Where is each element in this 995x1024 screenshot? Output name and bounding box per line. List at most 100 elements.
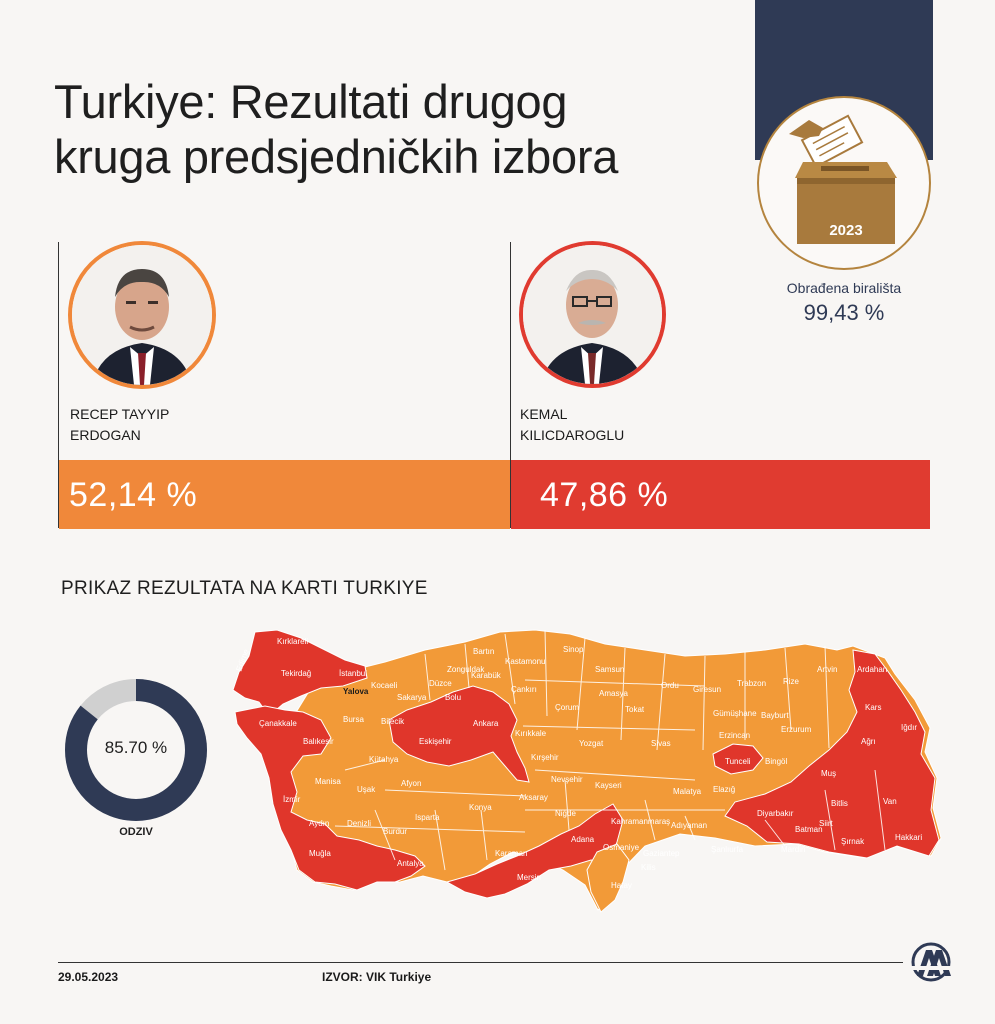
province-label: Muş	[821, 769, 836, 778]
province-label: Ardahan	[857, 665, 887, 674]
divider-line-left	[58, 242, 59, 528]
province-label: Mardin	[781, 845, 805, 854]
province-borders	[334, 629, 886, 871]
stations-label: Obrađena birališta	[786, 280, 902, 296]
province-label: Mersin	[517, 873, 541, 882]
result-value-erdogan: 52,14 %	[69, 476, 198, 514]
province-label: Kırşehir	[531, 753, 559, 762]
map-region-thrace	[232, 629, 368, 717]
province-label: Adana	[571, 835, 595, 844]
province-label: Nevşehir	[551, 775, 583, 784]
map-region-east	[724, 649, 940, 859]
province-label: Kilis	[641, 863, 656, 872]
turnout-value: 85.70 %	[104, 738, 168, 757]
province-label: Antalya	[397, 859, 424, 868]
province-label: Bingöl	[765, 757, 787, 766]
map-heading: PRIKAZ REZULTATA NA KARTI TURKIYE	[61, 578, 428, 599]
province-label: Kırklareli	[277, 637, 308, 646]
ballot-box-icon	[789, 114, 897, 244]
province-label: Kahramanmaraş	[611, 817, 670, 826]
person-icon	[523, 245, 662, 384]
province-label: Kütahya	[369, 755, 399, 764]
province-label: Karaman	[495, 849, 527, 858]
result-bar-erdogan: 52,14 %	[59, 460, 510, 529]
province-label: Tekirdağ	[281, 669, 311, 678]
province-label: Malatya	[673, 787, 702, 796]
province-label: Hakkari	[895, 833, 922, 842]
province-label: Kayseri	[595, 781, 622, 790]
donut-fill	[65, 679, 207, 821]
portrait-erdogan	[68, 241, 216, 389]
turnout-donut	[65, 679, 207, 821]
map-region-tunceli	[712, 743, 764, 775]
province-label: Balıkesir	[303, 737, 334, 746]
province-label: Ağrı	[861, 737, 876, 746]
aa-logo-icon	[910, 942, 952, 982]
province-label: Ordu	[661, 681, 679, 690]
title-line-2: kruga predsjedničkih izbora	[54, 130, 619, 183]
province-label: Düzce	[429, 679, 452, 688]
portrait-kilicdaroglu	[519, 241, 666, 388]
result-value-kilicdaroglu: 47,86 %	[540, 476, 669, 514]
province-label: Zonguldak	[447, 665, 485, 674]
province-label: Bayburt	[761, 711, 789, 720]
province-label: Afyon	[401, 779, 421, 788]
province-label: Aydın	[309, 819, 329, 828]
province-label: Gaziantep	[643, 849, 680, 858]
map-region-west-coast	[234, 705, 426, 891]
stations-value: 99,43 %	[803, 300, 885, 325]
province-label: Sinop	[563, 645, 584, 654]
province-label: Samsun	[595, 665, 624, 674]
turnout-label: ODZIV	[119, 826, 153, 838]
ballot-year: 2023	[829, 222, 863, 239]
province-label: Yozgat	[579, 739, 604, 748]
province-label: Şırnak	[841, 837, 865, 846]
candidate-last-name: KILICDAROGLU	[520, 427, 625, 443]
province-label: Gümüşhane	[713, 709, 757, 718]
footer-divider	[58, 962, 903, 963]
province-label: Bilecik	[381, 717, 405, 726]
province-label: İstanbul	[339, 669, 367, 678]
province-label: Konya	[469, 803, 492, 812]
province-label: Kars	[865, 703, 881, 712]
province-label: Bartın	[473, 647, 494, 656]
province-label: Niğde	[555, 809, 576, 818]
province-label: Giresun	[693, 685, 721, 694]
province-label: Amasya	[599, 689, 628, 698]
province-label: Tunceli	[725, 757, 751, 766]
candidate-name-erdogan: RECEP TAYYIP ERDOGAN	[70, 404, 169, 446]
province-label: Adıyaman	[671, 821, 707, 830]
province-label: Sakarya	[397, 693, 427, 702]
province-label: Muğla	[309, 849, 331, 858]
province-label: Rize	[783, 677, 800, 686]
province-label: Erzincan	[719, 731, 750, 740]
candidate-last-name: ERDOGAN	[70, 427, 141, 443]
province-label: Uşak	[357, 785, 376, 794]
province-label: Şanlıurfa	[711, 845, 744, 854]
province-label: Kastamonu	[505, 657, 545, 666]
title-line-1: Turkiye: Rezultati drugog	[54, 75, 568, 128]
result-bar-kilicdaroglu: 47,86 %	[511, 460, 930, 529]
province-label: Manisa	[315, 777, 341, 786]
province-label: Denizli	[347, 819, 371, 828]
province-label: Bursa	[343, 715, 364, 724]
footer-date: 29.05.2023	[58, 970, 119, 984]
map-region-south-coast	[445, 803, 624, 899]
province-label: Bitlis	[831, 799, 848, 808]
candidate-first-name: RECEP TAYYIP	[70, 406, 170, 422]
footer-source: IZVOR: VIK Turkiye	[322, 970, 432, 984]
person-icon	[72, 245, 212, 385]
province-label: Kocaeli	[371, 681, 397, 690]
ballot-badge: 2023	[757, 96, 931, 270]
candidate-name-kilicdaroglu: KEMAL KILICDAROGLU	[520, 404, 624, 446]
province-label: Sivas	[651, 739, 671, 748]
map-labels: Kırklareli Edirne Tekirdağ İstanbul Yalo…	[234, 637, 922, 890]
province-label: Yalova	[343, 687, 369, 696]
province-label: Siirt	[819, 819, 834, 828]
province-label: Aksaray	[519, 793, 548, 802]
province-label: Iğdır	[901, 723, 917, 732]
province-label: Tokat	[625, 705, 645, 714]
province-label: Van	[883, 797, 897, 806]
province-label: Hatay	[611, 881, 632, 890]
province-label: Kırıkkale	[515, 729, 547, 738]
